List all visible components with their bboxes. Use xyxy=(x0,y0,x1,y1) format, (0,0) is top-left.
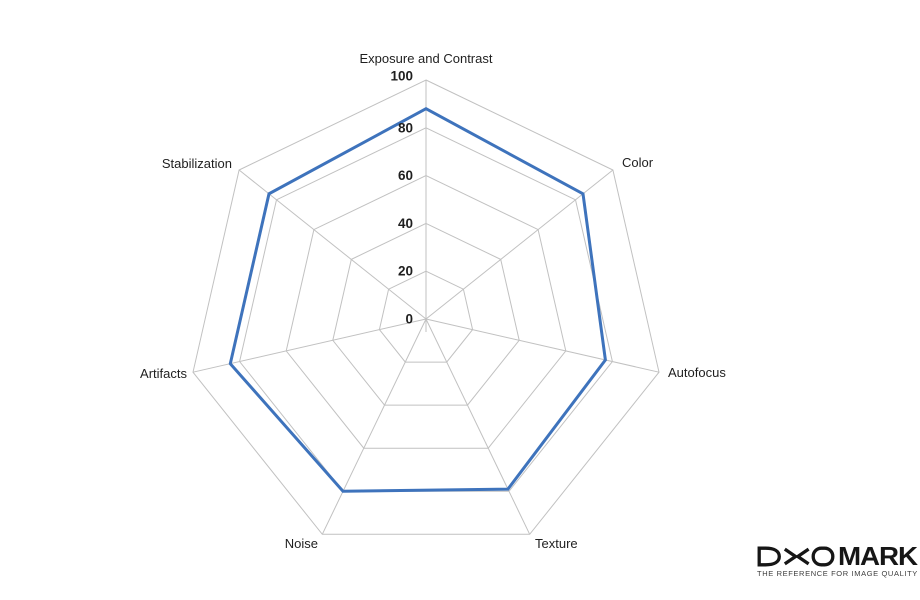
grid-ring xyxy=(285,175,567,449)
tick-label: 40 xyxy=(398,216,413,231)
logo-tagline: THE REFERENCE FOR IMAGE QUALITY xyxy=(757,569,918,578)
logo-letter-d-icon xyxy=(757,546,781,567)
tick-label: 0 xyxy=(405,312,413,327)
axis-spoke xyxy=(425,318,531,535)
axis-spoke xyxy=(425,318,660,373)
series-polygon xyxy=(228,106,607,493)
dxomark-wordmark: MARK xyxy=(757,546,918,567)
category-label: Autofocus xyxy=(668,365,726,380)
axis-spoke xyxy=(321,318,427,535)
tick-label: 60 xyxy=(398,168,413,183)
logo-letter-o-icon xyxy=(811,546,835,567)
axis-spoke xyxy=(238,169,427,320)
category-label: Artifacts xyxy=(140,366,187,381)
category-label: Color xyxy=(622,155,654,170)
grid-ring xyxy=(192,79,660,535)
logo-chevron-right-icon xyxy=(783,547,799,566)
tick-label: 100 xyxy=(390,69,413,84)
logo-mark-text: MARK xyxy=(838,546,918,567)
category-label: Exposure and Contrast xyxy=(360,51,493,66)
tick-label: 20 xyxy=(398,264,413,279)
axis-spoke xyxy=(425,169,614,320)
axis-spoke xyxy=(192,318,427,373)
grid-ring xyxy=(332,222,520,406)
dxomark-logo: MARK THE REFERENCE FOR IMAGE QUALITY xyxy=(757,546,918,578)
category-label: Texture xyxy=(535,536,578,551)
tick-label: 80 xyxy=(398,120,413,135)
category-label: Noise xyxy=(285,536,318,551)
logo-chevron-left-icon xyxy=(794,547,810,566)
grid-ring xyxy=(378,270,474,363)
category-label: Stabilization xyxy=(162,156,232,171)
